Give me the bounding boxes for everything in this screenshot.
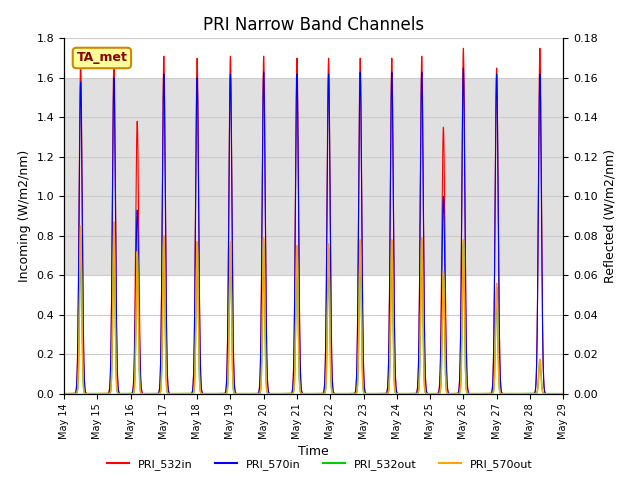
Title: PRI Narrow Band Channels: PRI Narrow Band Channels: [203, 16, 424, 34]
X-axis label: Time: Time: [298, 445, 329, 458]
Bar: [64, 78, 563, 275]
Legend: PRI_532in, PRI_570in, PRI_532out, PRI_570out: PRI_532in, PRI_570in, PRI_532out, PRI_57…: [102, 455, 538, 474]
Text: TA_met: TA_met: [77, 51, 127, 64]
Y-axis label: Incoming (W/m2/nm): Incoming (W/m2/nm): [18, 150, 31, 282]
Y-axis label: Reflected (W/m2/nm): Reflected (W/m2/nm): [604, 149, 616, 283]
